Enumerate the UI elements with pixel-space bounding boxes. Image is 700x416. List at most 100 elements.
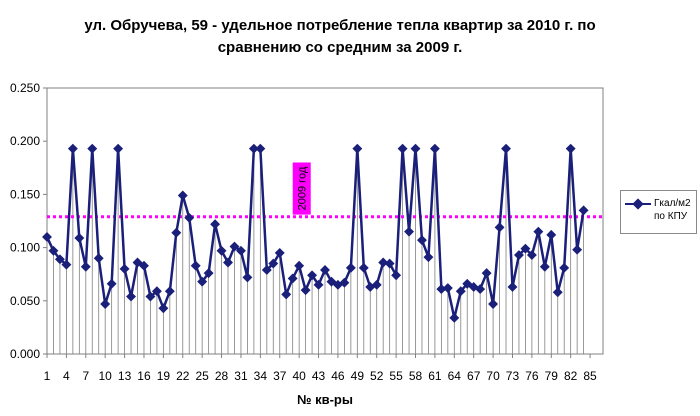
x-tick-label: 64	[448, 369, 462, 383]
x-tick-label: 7	[82, 369, 89, 383]
x-tick-label: 37	[273, 369, 287, 383]
data-point	[339, 277, 350, 288]
data-point	[539, 261, 550, 272]
data-point	[391, 270, 402, 281]
data-point	[74, 233, 85, 243]
data-point	[210, 219, 221, 230]
y-tick-label: 0.000	[10, 347, 40, 361]
data-point	[565, 143, 576, 154]
data-point	[294, 260, 305, 271]
legend-label-line2: по КПУ	[654, 211, 688, 222]
data-point	[352, 143, 363, 154]
data-point	[449, 312, 460, 323]
data-point	[358, 262, 369, 273]
data-point	[371, 279, 382, 290]
data-point	[397, 143, 408, 154]
data-point	[242, 272, 253, 283]
data-point	[287, 273, 298, 284]
data-point	[423, 252, 434, 263]
x-tick-label: 22	[176, 369, 190, 383]
data-point	[145, 291, 156, 302]
legend-label-line1: Гкал/м2	[654, 198, 691, 209]
x-tick-label: 4	[63, 369, 70, 383]
data-point	[67, 143, 78, 154]
data-point	[475, 284, 486, 295]
x-tick-label: 58	[409, 369, 423, 383]
chart-title-line2: сравнению со средним за 2009 г.	[217, 39, 463, 56]
data-point	[404, 226, 414, 237]
reference-label: 2009 год	[297, 166, 309, 210]
x-tick-label: 28	[215, 369, 229, 383]
data-point	[158, 303, 169, 314]
data-point	[378, 257, 389, 268]
x-tick-label: 55	[389, 369, 403, 383]
x-tick-label: 70	[486, 369, 500, 383]
y-tick-label: 0.100	[10, 241, 40, 255]
data-point	[177, 190, 188, 201]
data-point	[216, 245, 227, 256]
legend-diamond	[632, 198, 644, 210]
data-point	[320, 264, 330, 275]
x-tick-label: 19	[157, 369, 171, 383]
chart-title-line1: ул. Обручева, 59 - удельное потребление …	[84, 17, 596, 34]
data-point	[42, 232, 52, 242]
data-point	[113, 143, 124, 154]
x-tick-label: 31	[234, 369, 248, 383]
series-line	[45, 147, 585, 319]
x-tick-label: 49	[351, 369, 365, 383]
y-tick-label: 0.200	[10, 134, 40, 148]
x-tick-label: 40	[292, 369, 306, 383]
data-point	[126, 291, 136, 302]
data-point	[429, 143, 440, 154]
data-point	[164, 286, 175, 297]
data-point	[307, 270, 318, 281]
x-tick-label: 10	[99, 369, 113, 383]
data-point	[229, 241, 240, 252]
y-tick-label: 0.250	[10, 81, 40, 95]
x-tick-label: 61	[428, 369, 442, 383]
data-point	[552, 287, 563, 298]
data-point	[507, 282, 518, 292]
data-point	[184, 212, 195, 223]
data-point	[197, 276, 208, 287]
data-point	[417, 235, 427, 246]
data-point	[488, 299, 499, 309]
data-point	[501, 143, 511, 154]
data-point	[87, 143, 98, 154]
data-point	[171, 227, 182, 238]
data-point	[268, 258, 279, 269]
data-point	[481, 268, 492, 279]
data-point	[436, 284, 447, 295]
data-point	[345, 262, 356, 273]
data-point	[494, 222, 505, 233]
data-point	[384, 258, 395, 269]
data-point	[106, 278, 117, 289]
data-point	[119, 263, 130, 274]
data-point	[139, 260, 149, 271]
x-tick-label: 79	[545, 369, 559, 383]
data-point	[236, 245, 246, 256]
data-point	[410, 143, 421, 154]
legend: Гкал/м2 по КПУ	[620, 190, 697, 234]
legend-label: Гкал/м2 по КПУ	[654, 197, 691, 223]
data-point	[546, 229, 557, 240]
data-point	[203, 268, 214, 279]
x-tick-label: 34	[254, 369, 268, 383]
data-point	[520, 243, 531, 254]
data-point	[514, 250, 524, 260]
data-point	[80, 261, 91, 272]
legend-marker	[625, 198, 651, 210]
reference-label-box	[292, 162, 311, 215]
data-point	[559, 262, 570, 273]
x-tick-label: 76	[525, 369, 539, 383]
data-point	[442, 283, 453, 293]
data-point	[54, 254, 65, 265]
data-point	[93, 253, 104, 264]
data-point	[526, 250, 537, 260]
data-point	[255, 143, 266, 154]
data-point	[48, 245, 59, 256]
x-tick-label: 46	[331, 369, 345, 383]
x-tick-label: 85	[583, 369, 597, 383]
x-tick-label: 67	[467, 369, 481, 383]
